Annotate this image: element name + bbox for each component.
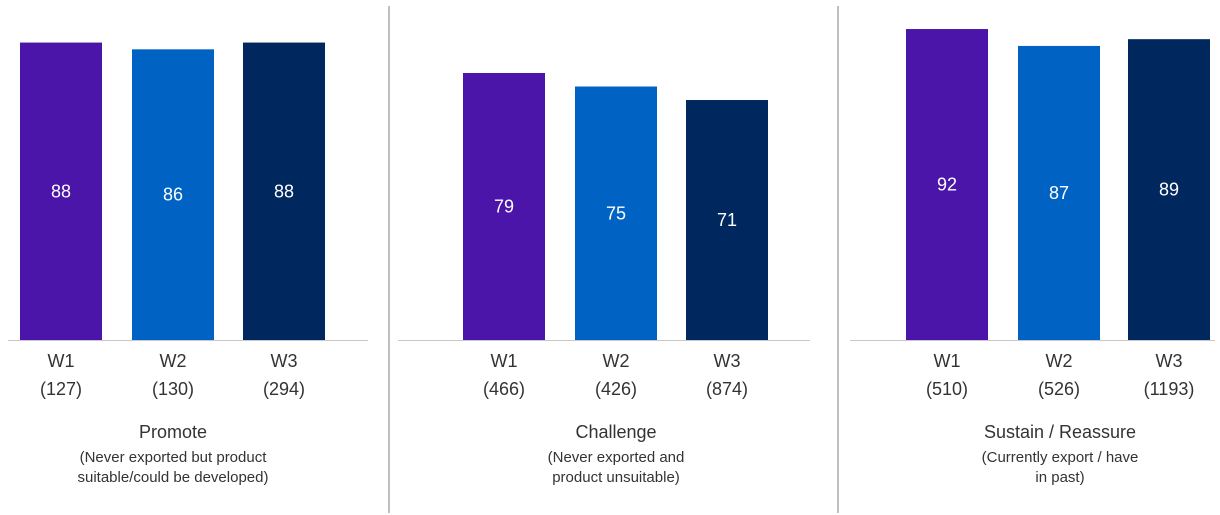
bar-value-label: 79 — [494, 196, 514, 216]
tick-label-wave: W1 — [934, 351, 961, 371]
bar-w3 — [686, 100, 768, 341]
tick-label-base-size: (1193) — [1144, 379, 1195, 399]
bar-value-label: 75 — [606, 203, 626, 223]
group-subtitle-line: product unsuitable) — [552, 469, 680, 486]
tick-label-wave: W2 — [160, 351, 187, 371]
bar-w2 — [575, 86, 657, 340]
tick-label-wave: W3 — [271, 351, 298, 371]
group-subtitle-line: (Never exported but product — [80, 449, 268, 466]
group-subtitle-line: suitable/could be developed) — [78, 469, 269, 486]
group-title: Promote — [139, 422, 207, 442]
tick-label-base-size: (426) — [595, 379, 637, 399]
tick-label-base-size: (130) — [152, 379, 194, 399]
labels-layer: 88 W1 (127) 86 W2 (130) 88 W3 (294) Promote (Never… — [40, 175, 1194, 486]
tick-label-base-size: (510) — [926, 379, 968, 399]
bar-w1 — [463, 72, 545, 340]
bar-w1 — [20, 42, 102, 341]
tick-label-wave: W2 — [603, 351, 630, 371]
bar-value-label: 87 — [1049, 183, 1069, 203]
group-title: Challenge — [575, 422, 656, 442]
tick-label-base-size: (466) — [483, 379, 525, 399]
group-subtitle-line: (Currently export / have — [982, 449, 1139, 466]
bar-w2 — [132, 49, 214, 340]
bar-w3 — [243, 42, 325, 341]
tick-label-wave: W1 — [491, 351, 518, 371]
bar-value-label: 88 — [274, 181, 294, 201]
bars-layer — [20, 29, 1210, 341]
bar-w2 — [1018, 45, 1100, 340]
bar-value-label: 88 — [51, 181, 71, 201]
tick-label-base-size: (127) — [40, 379, 82, 399]
tick-label-base-size: (874) — [706, 379, 748, 399]
axis-layer — [8, 6, 1215, 513]
tick-label-wave: W2 — [1046, 351, 1073, 371]
tick-label-base-size: (526) — [1038, 379, 1080, 399]
tick-label-wave: W3 — [714, 351, 741, 371]
bar-w1 — [906, 29, 988, 340]
tick-label-wave: W1 — [48, 351, 75, 371]
bar-value-label: 86 — [163, 185, 183, 205]
tick-label-base-size: (294) — [263, 379, 305, 399]
group-subtitle-line: (Never exported and — [548, 449, 685, 466]
tick-label-wave: W3 — [1156, 351, 1183, 371]
bar-value-label: 71 — [717, 210, 737, 230]
bar-value-label: 92 — [937, 175, 957, 195]
group-subtitle-line: in past) — [1035, 469, 1084, 486]
bar-value-label: 89 — [1159, 180, 1179, 200]
bar-w3 — [1128, 39, 1210, 341]
group-title: Sustain / Reassure — [984, 422, 1136, 442]
